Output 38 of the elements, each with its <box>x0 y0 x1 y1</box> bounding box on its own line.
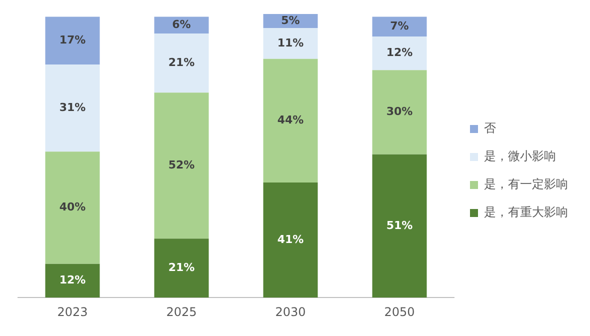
data-label: 21% <box>168 56 195 69</box>
legend-label: 是，有重大影响 <box>484 205 568 220</box>
data-label: 6% <box>172 18 191 32</box>
legend-label: 否 <box>484 121 496 136</box>
bar <box>372 70 427 154</box>
data-label: 11% <box>277 36 304 50</box>
x-tick-label: 2030 <box>275 304 306 319</box>
data-label: 17% <box>59 34 86 47</box>
data-label: 5% <box>281 14 300 27</box>
data-label: 30% <box>386 105 413 118</box>
bar <box>263 182 318 298</box>
data-label: 52% <box>168 158 195 172</box>
bar <box>154 34 209 93</box>
data-label: 31% <box>59 100 86 114</box>
data-label: 41% <box>277 232 304 246</box>
bar <box>154 238 209 298</box>
legend-label: 是，微小影响 <box>484 149 556 164</box>
data-label: 51% <box>386 218 413 232</box>
bar <box>263 28 318 59</box>
data-label: 12% <box>386 46 413 60</box>
x-tick-label: 2050 <box>384 304 415 319</box>
data-label: 12% <box>59 274 86 287</box>
bar <box>372 36 427 70</box>
bar <box>45 152 100 264</box>
x-tick-label: 2025 <box>166 304 197 319</box>
data-label: 40% <box>59 200 86 214</box>
bar <box>154 92 209 239</box>
legend-label: 是，有一定影响 <box>484 177 568 192</box>
bar <box>263 58 318 182</box>
bar <box>372 154 427 298</box>
data-label: 44% <box>277 114 304 127</box>
bar <box>45 264 100 298</box>
data-label: 21% <box>168 260 195 274</box>
bar <box>45 16 100 65</box>
x-tick-label: 2023 <box>57 304 88 319</box>
bar <box>372 16 427 36</box>
bar <box>45 64 100 152</box>
data-label: 7% <box>390 19 409 32</box>
